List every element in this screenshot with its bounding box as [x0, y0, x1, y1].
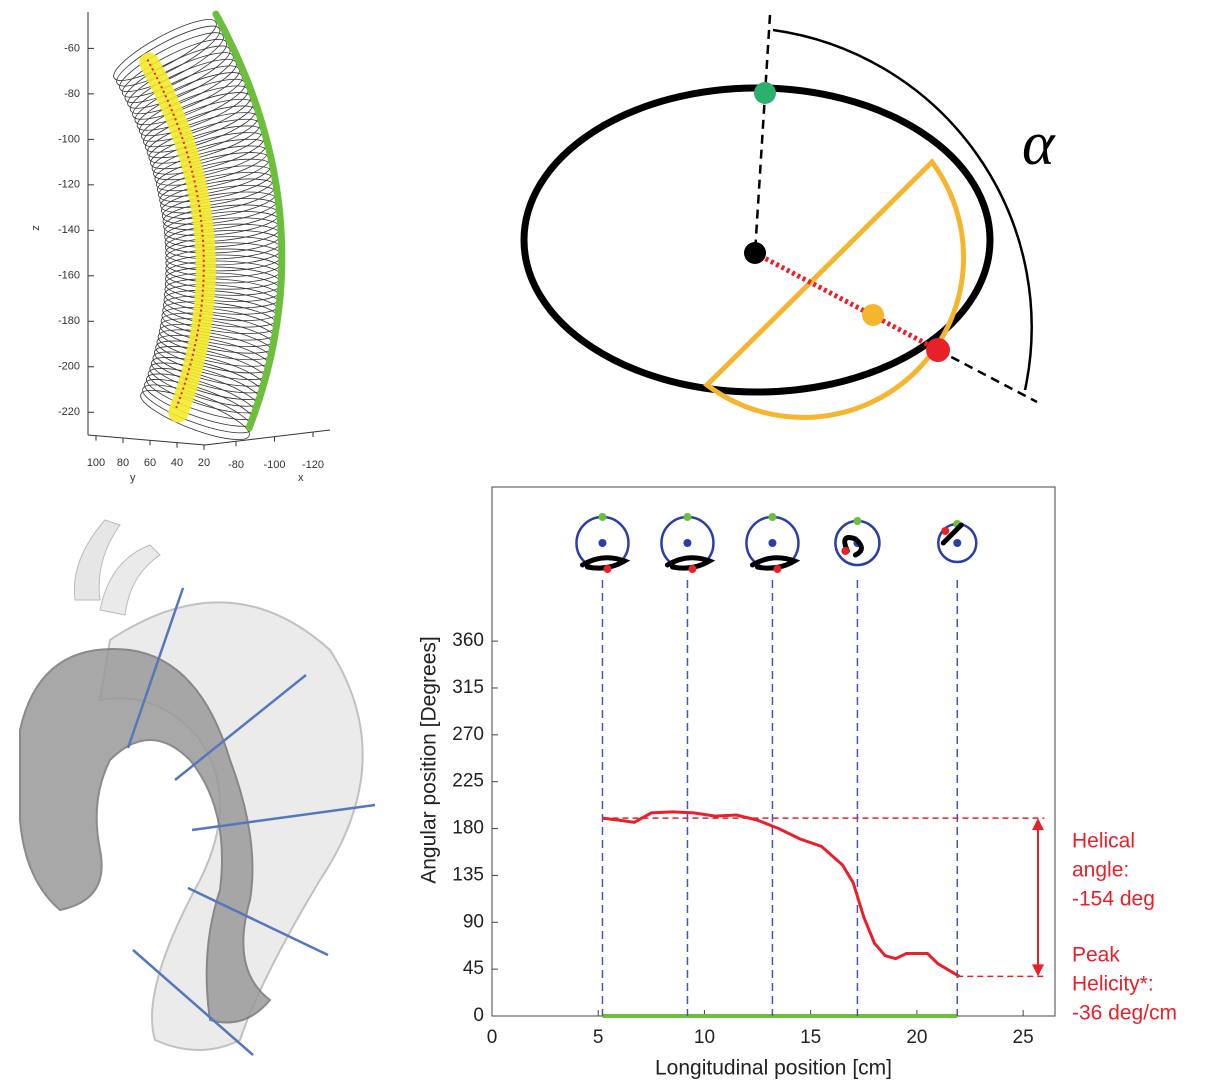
y-tick-label: 45: [463, 958, 484, 979]
angle-arc: [773, 30, 1032, 390]
section-point: [941, 527, 949, 535]
reference-point: [754, 82, 776, 104]
ring: [161, 296, 280, 339]
y-tick-label: 20: [198, 457, 210, 469]
angle-line: [603, 812, 960, 977]
x-axis-label: Longitudinal position [cm]: [655, 1057, 892, 1080]
ring: [164, 270, 281, 305]
x-tick-label: 10: [694, 1027, 715, 1048]
y-tick-label: 135: [452, 864, 484, 885]
z-tick-label: -100: [58, 133, 80, 145]
x-tick-label: 0: [487, 1027, 498, 1048]
x-tick-label: 5: [593, 1027, 604, 1048]
aorta-render: [20, 520, 375, 1055]
section-center: [598, 539, 606, 547]
angle-label: α: [1022, 110, 1056, 178]
section-center: [768, 539, 776, 547]
annotation: angle:: [1072, 859, 1129, 882]
flow-region: [707, 162, 964, 417]
ring: [162, 291, 281, 333]
ring: [161, 193, 280, 236]
x-tick-label: 25: [1013, 1027, 1034, 1048]
section-point: [841, 547, 849, 555]
ring: [165, 265, 282, 298]
x-tick-label: -120: [302, 459, 324, 471]
z-tick-label: -180: [58, 315, 80, 327]
y-tick-label: 180: [452, 818, 484, 839]
y-tick-label: 270: [452, 724, 484, 745]
ring: [157, 317, 276, 367]
ellipse-diagram: α: [524, 15, 1056, 417]
helix-rings: [107, 10, 282, 449]
z-tick-label: -140: [58, 224, 80, 236]
section-ref: [768, 513, 776, 521]
y-tick-label: 225: [452, 771, 484, 792]
arrow-head: [1032, 818, 1044, 830]
y-tick-label: 100: [87, 457, 105, 469]
figure: α -60-80-100-120-140-160-180-200-220z100…: [0, 0, 1212, 1086]
section-point: [603, 565, 611, 573]
x-axis-label: x: [298, 472, 304, 484]
y-tick-label: 40: [171, 457, 183, 469]
z-axis-label: z: [30, 225, 42, 231]
section-ref: [598, 513, 606, 521]
section-flow: [667, 558, 709, 568]
ring: [165, 228, 282, 262]
x-tick-label: -100: [263, 459, 285, 471]
ring: [142, 365, 261, 429]
y-tick-label: 0: [473, 1005, 484, 1026]
section-ref: [853, 517, 861, 525]
reference-axis: [755, 15, 770, 253]
annotation: Helicity*:: [1072, 973, 1154, 996]
section-point: [773, 565, 781, 573]
y-axis-label: Angular position [Degrees]: [418, 636, 441, 883]
y-tick-label: 360: [452, 630, 484, 651]
section-flow: [752, 558, 794, 568]
x-tick-label: 20: [906, 1027, 927, 1048]
projected-point: [926, 338, 950, 362]
arrow-head: [1032, 964, 1044, 976]
y-tick-label: 90: [463, 911, 484, 932]
x-tick-label: 15: [800, 1027, 821, 1048]
y-axis-label: y: [130, 472, 136, 484]
x-axis: [205, 430, 330, 445]
y-tick-label: 80: [117, 457, 129, 469]
annotation: Peak: [1072, 944, 1120, 967]
z-tick-label: -160: [58, 270, 80, 282]
annotation: Helical: [1072, 830, 1135, 853]
section-center: [683, 539, 691, 547]
section-ref: [683, 513, 691, 521]
annotation: -36 deg/cm: [1072, 1002, 1177, 1025]
z-tick-label: -220: [58, 406, 80, 418]
section-center: [953, 539, 961, 547]
z-tick-label: -80: [64, 88, 80, 100]
z-tick-label: -60: [64, 42, 80, 54]
y-tick-label: 315: [452, 677, 484, 698]
y-tick-label: 60: [144, 457, 156, 469]
ring: [149, 344, 268, 402]
y-axis: [88, 435, 205, 445]
radius: [755, 253, 938, 350]
section-point: [688, 565, 696, 573]
center-point: [744, 242, 766, 264]
z-tick-label: -200: [58, 361, 80, 373]
annotation: -154 deg: [1072, 888, 1155, 911]
ring: [165, 235, 282, 267]
section-flow: [582, 558, 624, 568]
flow-centroid: [862, 304, 884, 326]
x-tick-label: -80: [228, 459, 244, 471]
angle-axis: [938, 350, 1037, 402]
ring: [164, 221, 282, 257]
z-tick-label: -120: [58, 179, 80, 191]
